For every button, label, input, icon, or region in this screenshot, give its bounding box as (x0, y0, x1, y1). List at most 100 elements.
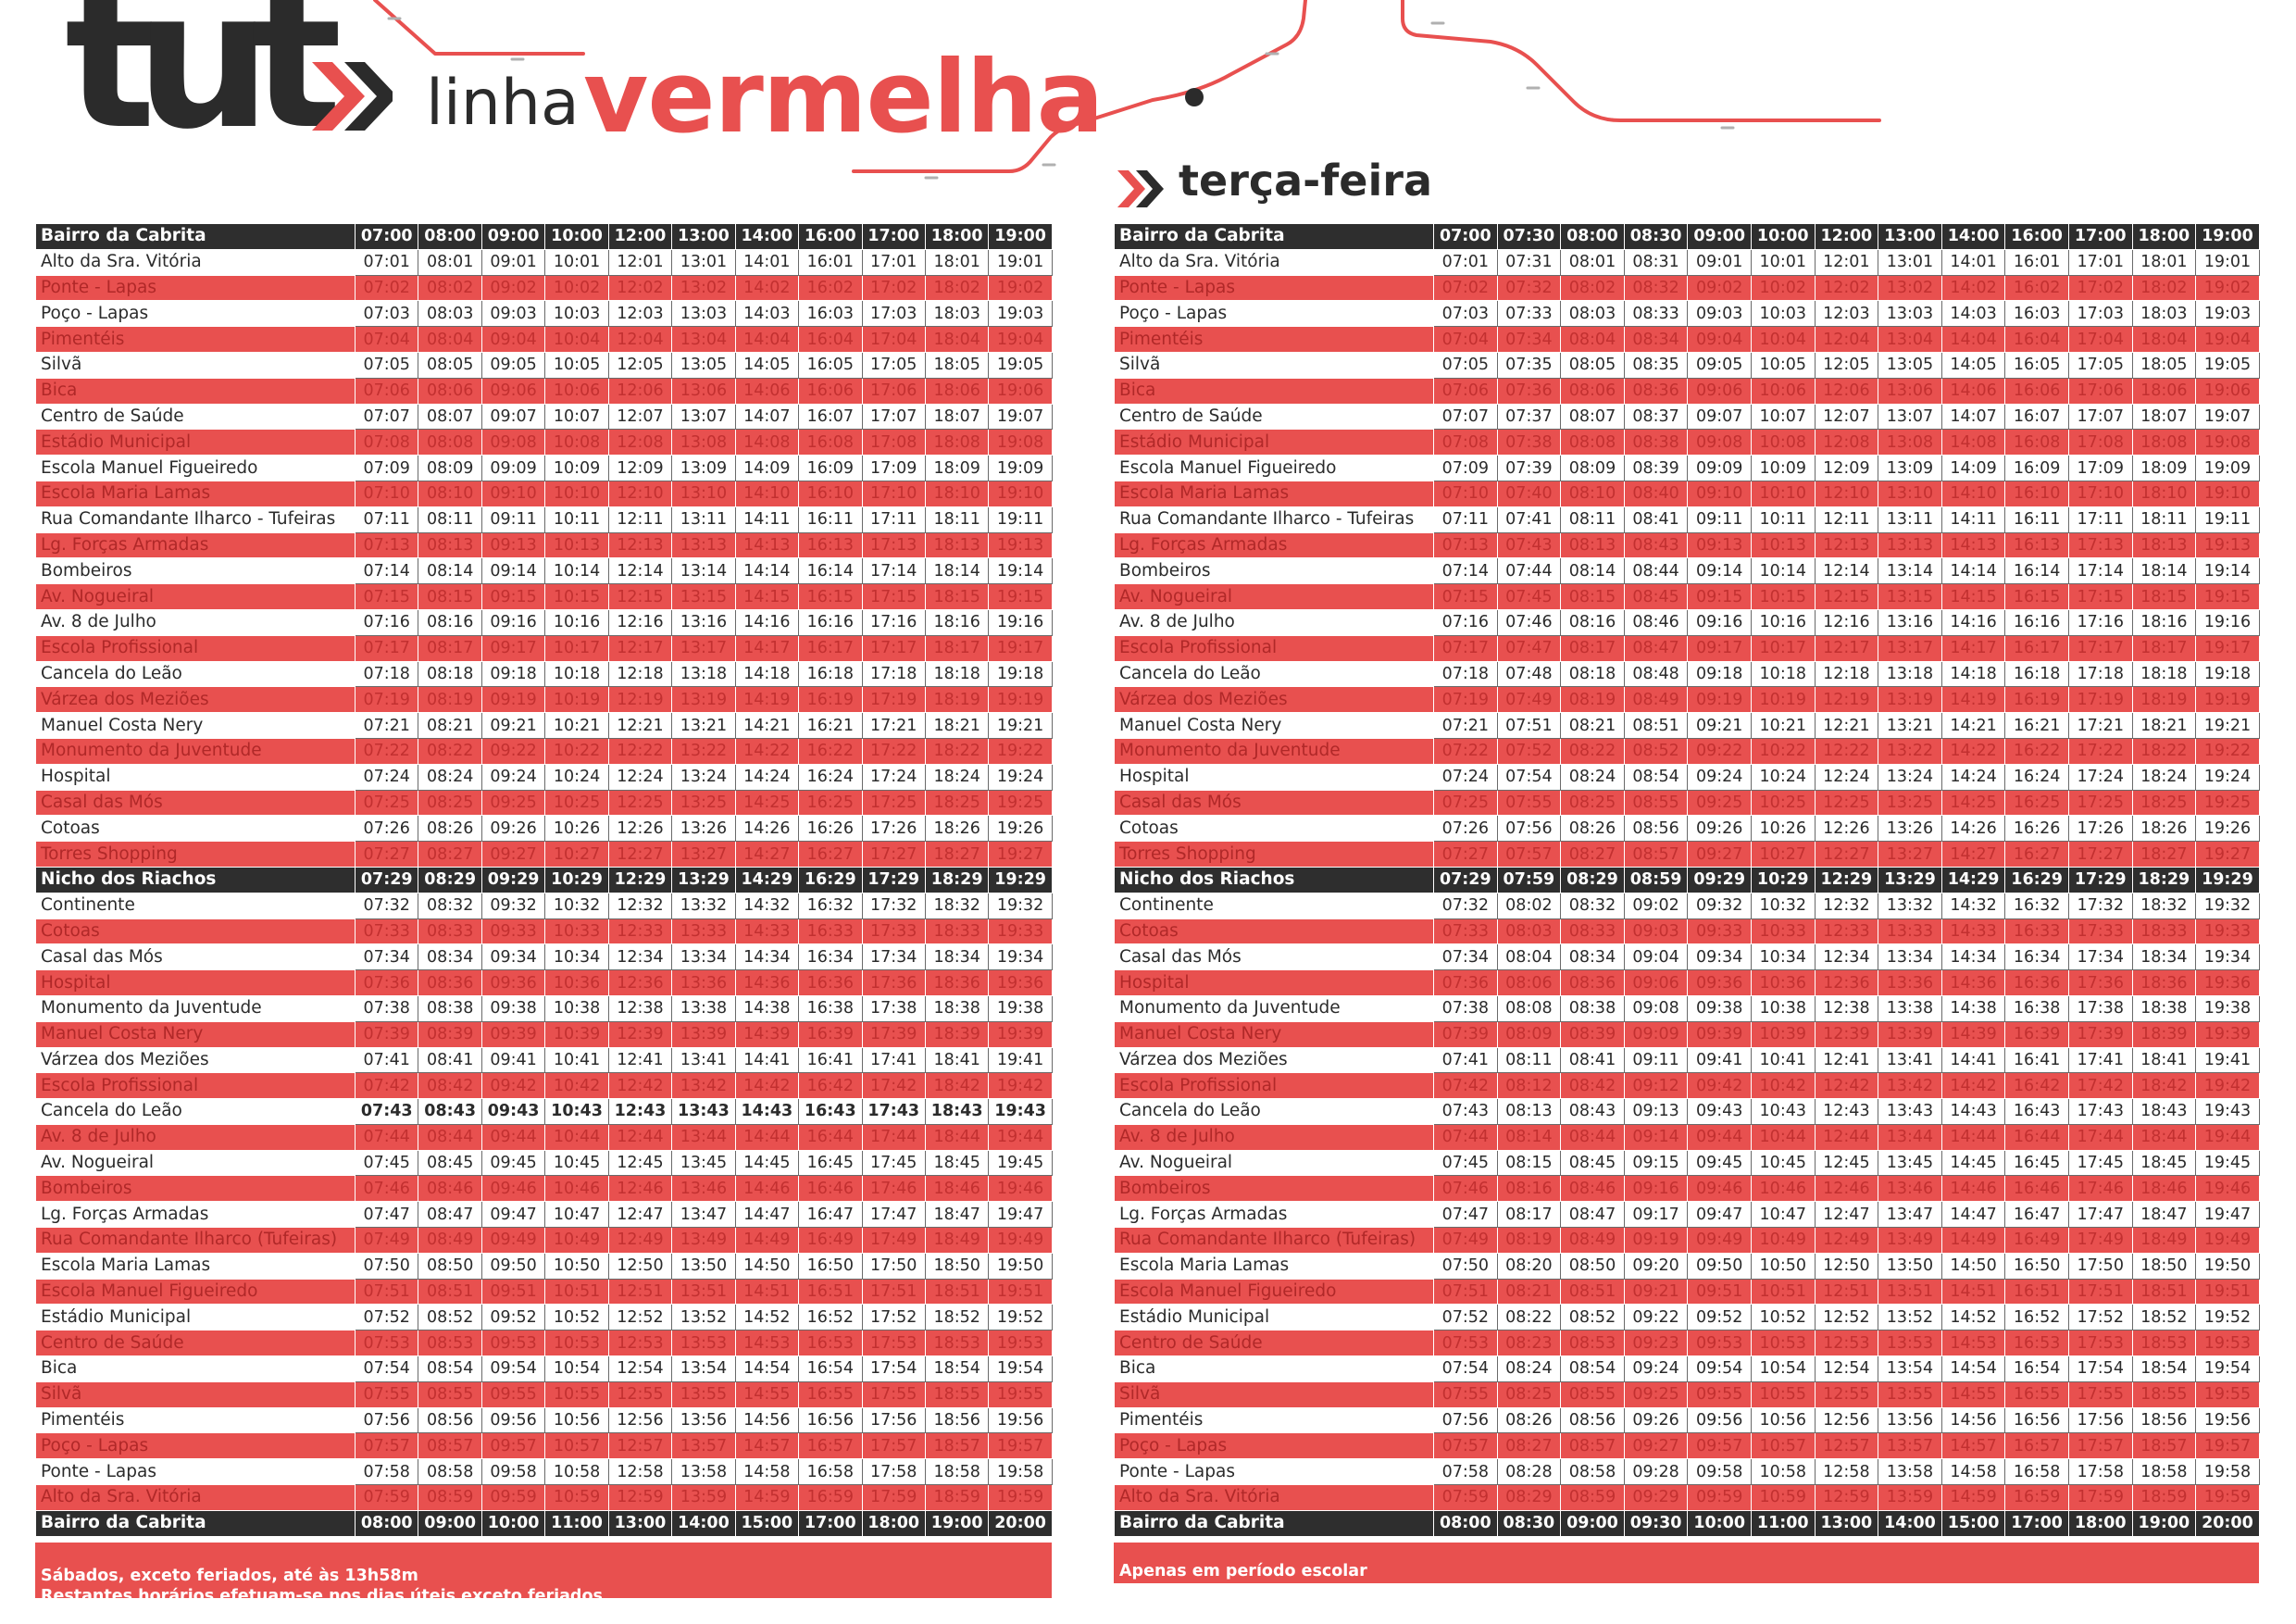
departure-time: 17:50 (2067, 1252, 2133, 1280)
stop-name: Escola Manuel Figueiredo (1114, 455, 1434, 481)
departure-time: 07:44 (1433, 1123, 1498, 1151)
departure-time: 10:05 (1750, 351, 1816, 379)
departure-time: 19:36 (988, 969, 1053, 996)
departure-time: 11:00 (544, 1509, 609, 1537)
table-row: Alto da Sra. Vitória 07:01 08:01 09:01 10:01… (35, 248, 1053, 276)
departure-time: 12:52 (1814, 1304, 1879, 1331)
stop-name: Ponte - Lapas (1114, 274, 1434, 302)
departure-time: 19:05 (988, 351, 1053, 379)
departure-time: 10:09 (1750, 455, 1816, 481)
departure-time: 10:10 (1750, 480, 1816, 507)
departure-time: 09:56 (480, 1406, 546, 1434)
departure-time: 18:36 (2131, 969, 2197, 996)
departure-time: 07:01 (1433, 248, 1498, 276)
departure-time: 14:50 (734, 1252, 800, 1280)
departure-time: 10:10 (544, 480, 609, 507)
departure-time: 10:18 (1750, 660, 1816, 688)
departure-time: 10:25 (544, 789, 609, 817)
stop-name: Av. 8 de Julho (35, 608, 356, 636)
departure-time: 14:39 (1940, 1020, 2006, 1048)
departure-time: 13:05 (671, 351, 736, 379)
departure-time: 19:45 (988, 1149, 1053, 1177)
departure-time: 07:21 (354, 712, 419, 739)
departure-time: 13:06 (671, 377, 736, 405)
departure-time: 14:33 (1940, 918, 2006, 945)
departure-time: 08:38 (418, 994, 482, 1022)
departure-time: 19:04 (2195, 326, 2260, 353)
departure-time: 12:04 (607, 326, 673, 353)
departure-time: 17:57 (861, 1432, 926, 1460)
departure-time: 12:47 (1814, 1201, 1879, 1229)
departure-time: 14:21 (1940, 712, 2006, 739)
departure-time: 20:00 (2195, 1509, 2260, 1537)
departure-time: 07:25 (1433, 789, 1498, 817)
departure-time: 10:00 (1687, 1509, 1752, 1537)
departure-time: 08:13 (1560, 531, 1625, 559)
departure-time: 18:19 (2131, 686, 2197, 714)
departure-time: 14:09 (734, 455, 800, 481)
table-row: Manuel Costa Nery 07:21 07:51 08:21 08:51 09:… (1114, 712, 2260, 739)
departure-time: 16:16 (2004, 608, 2069, 636)
table-row: Várzea dos Meziões 07:19 08:19 09:19 10:19 12… (35, 686, 1053, 714)
departure-time: 08:30 (1496, 1509, 1562, 1537)
departure-time: 09:18 (480, 660, 546, 688)
departure-time: 18:39 (924, 1020, 990, 1048)
departure-time: 19:07 (2195, 403, 2260, 431)
departure-time: 08:43 (418, 1098, 482, 1125)
departure-time: 09:51 (1687, 1278, 1752, 1305)
departure-time: 07:55 (1433, 1380, 1498, 1408)
departure-time: 14:21 (734, 712, 800, 739)
departure-time: 18:09 (924, 455, 990, 481)
departure-time: 17:17 (861, 634, 926, 662)
departure-time: 07:59 (354, 1484, 419, 1511)
departure-time: 17:05 (2067, 351, 2133, 379)
stop-name: Ponte - Lapas (35, 274, 356, 302)
departure-time: 08:52 (1560, 1304, 1625, 1331)
stop-name: Hospital (35, 763, 356, 791)
departure-time: 10:58 (1750, 1458, 1816, 1486)
departure-time: 19:16 (2195, 608, 2260, 636)
departure-time: 10:29 (1750, 866, 1816, 893)
departure-time: 07:17 (1433, 634, 1498, 662)
departure-time: 08:15 (1560, 583, 1625, 610)
departure-time: 12:55 (1814, 1380, 1879, 1408)
departure-time: 09:34 (480, 943, 546, 971)
departure-time: 12:27 (1814, 841, 1879, 868)
departure-time: 17:16 (861, 608, 926, 636)
departure-time: 16:11 (2004, 506, 2069, 533)
departure-time: 19:03 (988, 300, 1053, 328)
stop-name: Rua Comandante Ilharco - Tufeiras (1114, 506, 1434, 533)
departure-time: 17:08 (861, 429, 926, 456)
departure-time: 07:08 (1433, 429, 1498, 456)
table-row: Lg. Forças Armadas 07:13 08:13 09:13 10:13 12… (35, 531, 1053, 559)
departure-time: 14:47 (1940, 1201, 2006, 1229)
stop-name: Várzea dos Meziões (35, 1046, 356, 1074)
departure-time: 08:29 (1560, 866, 1625, 893)
departure-time: 09:05 (1687, 351, 1752, 379)
departure-time: 09:52 (480, 1304, 546, 1331)
departure-time: 12:36 (1814, 969, 1879, 996)
departure-time: 07:54 (1496, 763, 1562, 791)
table-row: Poço - Lapas 07:57 08:57 09:57 10:57 12:57 13:… (35, 1432, 1053, 1460)
departure-time: 13:21 (1878, 712, 1942, 739)
departure-time: 14:26 (734, 815, 800, 843)
departure-time: 10:06 (1750, 377, 1816, 405)
departure-time: 13:00 (1814, 1509, 1879, 1537)
table-row: Cancela do Leão 07:43 08:13 08:43 09:13 09:43… (1114, 1098, 2260, 1125)
departure-time: 19:36 (2195, 969, 2260, 996)
departure-time: 08:59 (418, 1484, 482, 1511)
departure-time: 19:50 (2195, 1252, 2260, 1280)
departure-time: 12:49 (607, 1227, 673, 1254)
table-row: Escola Manuel Figueiredo 07:51 08:51 09:51 1… (35, 1278, 1053, 1305)
table-row: Cotoas 07:33 08:33 09:33 10:33 12:33 13:33 14:3… (35, 918, 1053, 945)
departure-time: 07:11 (354, 506, 419, 533)
departure-time: 12:18 (607, 660, 673, 688)
departure-time: 13:51 (1878, 1278, 1942, 1305)
departure-time: 08:11 (1496, 1046, 1562, 1074)
departure-time: 18:04 (924, 326, 990, 353)
departure-time: 14:17 (1940, 634, 2006, 662)
departure-time: 18:15 (2131, 583, 2197, 610)
departure-time: 12:45 (607, 1149, 673, 1177)
departure-time: 12:17 (607, 634, 673, 662)
departure-time: 17:02 (2067, 274, 2133, 302)
